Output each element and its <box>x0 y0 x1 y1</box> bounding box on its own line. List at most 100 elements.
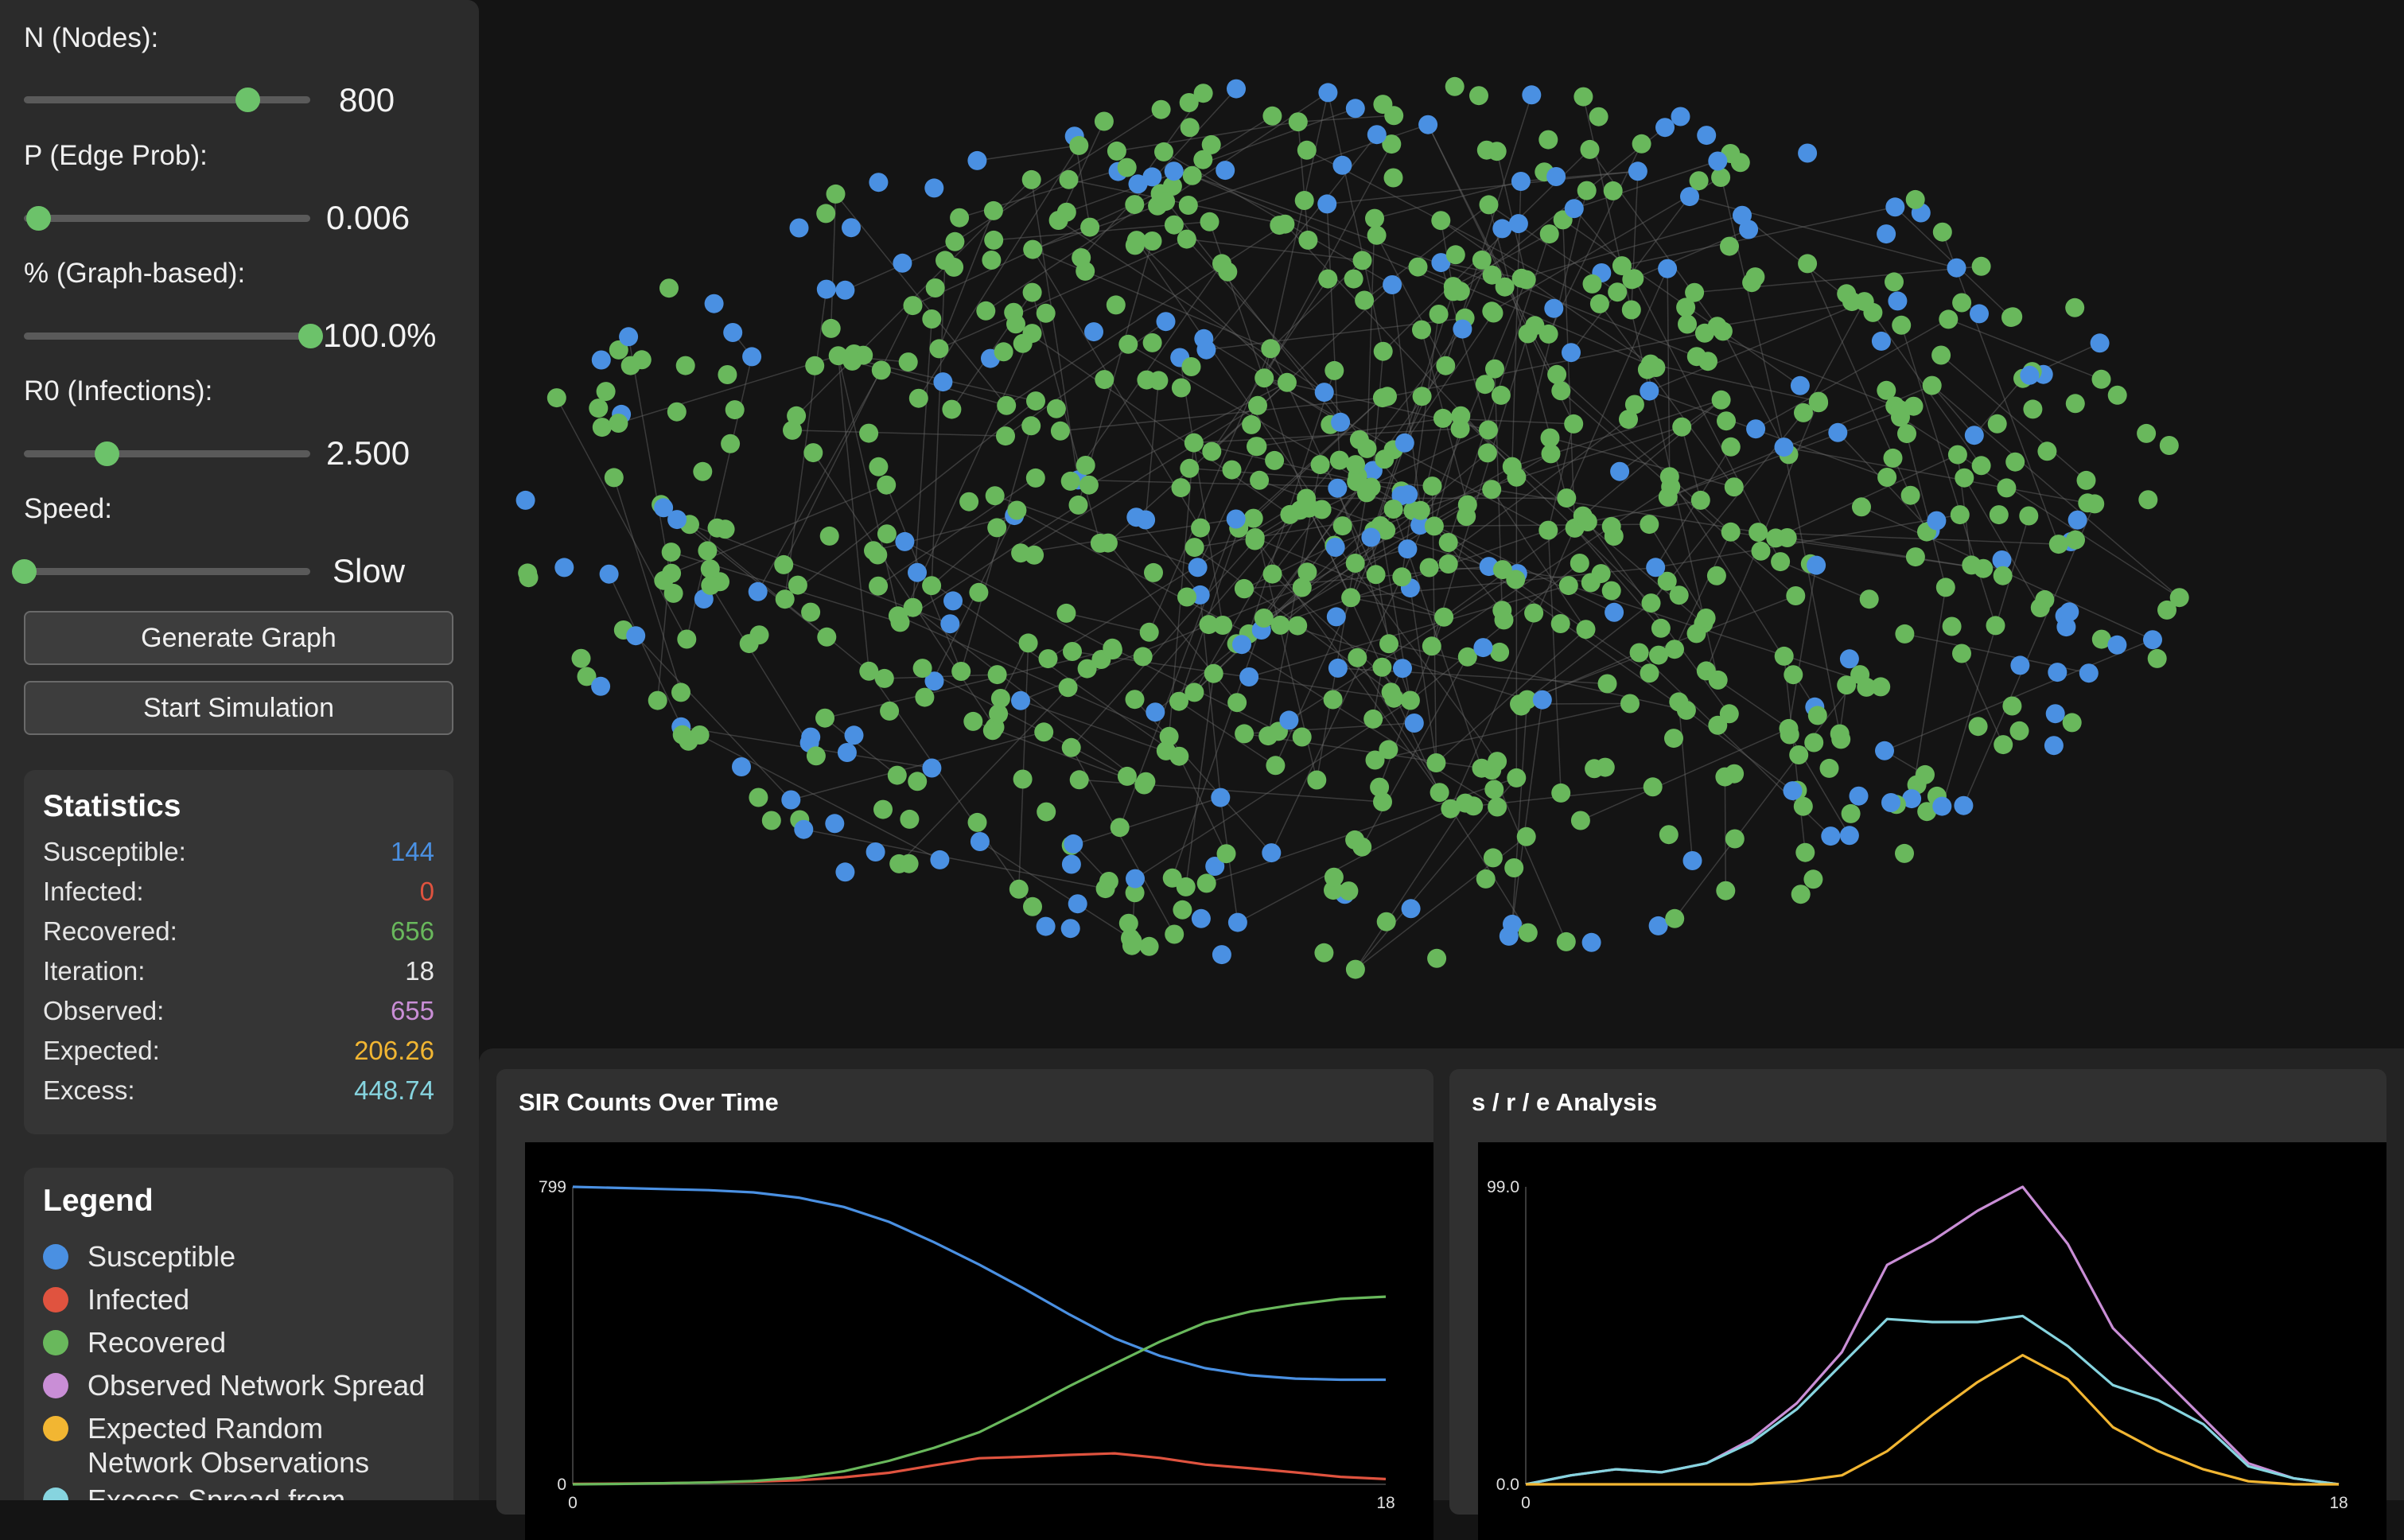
recovered-node[interactable] <box>1246 531 1265 550</box>
recovered-node[interactable] <box>1725 830 1745 849</box>
susceptible-node[interactable] <box>1383 275 1402 294</box>
recovered-node[interactable] <box>1154 142 1173 161</box>
recovered-node[interactable] <box>1177 230 1196 249</box>
susceptible-node[interactable] <box>1671 107 1690 126</box>
susceptible-node[interactable] <box>1315 383 1334 402</box>
recovered-node[interactable] <box>1577 181 1597 200</box>
recovered-node[interactable] <box>1013 770 1033 789</box>
graph-based-slider-thumb[interactable] <box>298 324 323 348</box>
susceptible-node[interactable] <box>1605 603 1624 622</box>
recovered-node[interactable] <box>1420 558 1439 578</box>
recovered-node[interactable] <box>1263 565 1282 584</box>
susceptible-node[interactable] <box>1192 909 1211 928</box>
recovered-node[interactable] <box>1278 373 1297 392</box>
recovered-node[interactable] <box>1659 825 1679 844</box>
recovered-node[interactable] <box>1427 949 1446 968</box>
recovered-node[interactable] <box>597 382 616 401</box>
recovered-node[interactable] <box>817 628 836 647</box>
recovered-node[interactable] <box>1943 617 1962 636</box>
recovered-node[interactable] <box>1972 257 1991 276</box>
recovered-node[interactable] <box>1037 304 1056 323</box>
recovered-node[interactable] <box>1895 844 1914 863</box>
recovered-node[interactable] <box>873 800 893 819</box>
recovered-node[interactable] <box>1180 459 1199 478</box>
recovered-node[interactable] <box>1183 166 1202 185</box>
recovered-node[interactable] <box>875 669 894 688</box>
recovered-node[interactable] <box>1857 678 1876 697</box>
recovered-node[interactable] <box>996 426 1015 445</box>
susceptible-node[interactable] <box>794 820 813 839</box>
recovered-node[interactable] <box>1197 873 1216 892</box>
recovered-node[interactable] <box>1384 169 1403 188</box>
susceptible-node[interactable] <box>908 563 927 582</box>
susceptible-node[interactable] <box>2044 736 2064 755</box>
recovered-node[interactable] <box>1496 278 1515 297</box>
recovered-node[interactable] <box>1412 321 1431 340</box>
recovered-node[interactable] <box>1997 478 2016 497</box>
susceptible-node[interactable] <box>1228 913 1247 932</box>
recovered-node[interactable] <box>1775 647 1794 666</box>
recovered-node[interactable] <box>1248 396 1267 415</box>
susceptible-node[interactable] <box>591 677 610 696</box>
recovered-node[interactable] <box>1780 719 1799 738</box>
recovered-node[interactable] <box>1547 365 1566 384</box>
recovered-node[interactable] <box>1933 223 1952 242</box>
recovered-node[interactable] <box>1413 387 1432 406</box>
recovered-node[interactable] <box>1510 694 1529 714</box>
recovered-node[interactable] <box>701 559 720 578</box>
recovered-node[interactable] <box>1346 960 1365 979</box>
recovered-node[interactable] <box>1200 212 1220 231</box>
recovered-node[interactable] <box>1244 509 1263 528</box>
recovered-node[interactable] <box>1538 521 1558 540</box>
recovered-node[interactable] <box>1661 477 1680 496</box>
recovered-node[interactable] <box>1370 778 1389 797</box>
recovered-node[interactable] <box>1212 254 1231 273</box>
recovered-node[interactable] <box>1539 325 1558 344</box>
recovered-node[interactable] <box>1690 171 1709 190</box>
recovered-node[interactable] <box>877 476 896 495</box>
recovered-node[interactable] <box>776 589 795 609</box>
recovered-node[interactable] <box>1687 624 1706 643</box>
susceptible-node[interactable] <box>1533 690 1552 710</box>
recovered-node[interactable] <box>1602 517 1621 536</box>
recovered-node[interactable] <box>942 400 961 419</box>
recovered-node[interactable] <box>1009 880 1029 899</box>
susceptible-node[interactable] <box>1775 438 1794 457</box>
susceptible-node[interactable] <box>749 582 768 601</box>
recovered-node[interactable] <box>1379 740 1398 759</box>
recovered-node[interactable] <box>1202 442 1221 461</box>
susceptible-node[interactable] <box>1227 510 1246 529</box>
recovered-node[interactable] <box>1794 797 1813 816</box>
recovered-node[interactable] <box>1051 422 1070 441</box>
recovered-node[interactable] <box>1583 274 1602 294</box>
susceptible-node[interactable] <box>1279 710 1298 729</box>
recovered-node[interactable] <box>1078 659 1097 679</box>
recovered-node[interactable] <box>1573 88 1593 107</box>
susceptible-node[interactable] <box>1947 259 1966 278</box>
recovered-node[interactable] <box>1372 658 1391 677</box>
recovered-node[interactable] <box>662 542 681 562</box>
recovered-node[interactable] <box>1622 301 1641 320</box>
recovered-node[interactable] <box>1007 501 1026 520</box>
recovered-node[interactable] <box>1969 717 1988 736</box>
susceptible-node[interactable] <box>1640 382 1659 401</box>
recovered-node[interactable] <box>2138 490 2157 509</box>
recovered-node[interactable] <box>1271 616 1290 635</box>
recovered-node[interactable] <box>693 462 712 481</box>
recovered-node[interactable] <box>1564 414 1583 434</box>
recovered-node[interactable] <box>1436 356 1455 375</box>
recovered-node[interactable] <box>1604 181 1623 200</box>
recovered-node[interactable] <box>1111 818 1130 837</box>
recovered-node[interactable] <box>805 356 824 375</box>
recovered-node[interactable] <box>1446 245 1465 264</box>
susceptible-node[interactable] <box>1037 917 1056 936</box>
recovered-node[interactable] <box>872 360 891 379</box>
susceptible-node[interactable] <box>1807 556 1826 575</box>
recovered-node[interactable] <box>1877 381 1896 400</box>
recovered-node[interactable] <box>1023 324 1042 343</box>
recovered-node[interactable] <box>803 443 823 462</box>
susceptible-node[interactable] <box>1965 426 1984 445</box>
recovered-node[interactable] <box>1280 505 1299 524</box>
recovered-node[interactable] <box>1952 294 1971 313</box>
recovered-node[interactable] <box>1297 141 1317 160</box>
